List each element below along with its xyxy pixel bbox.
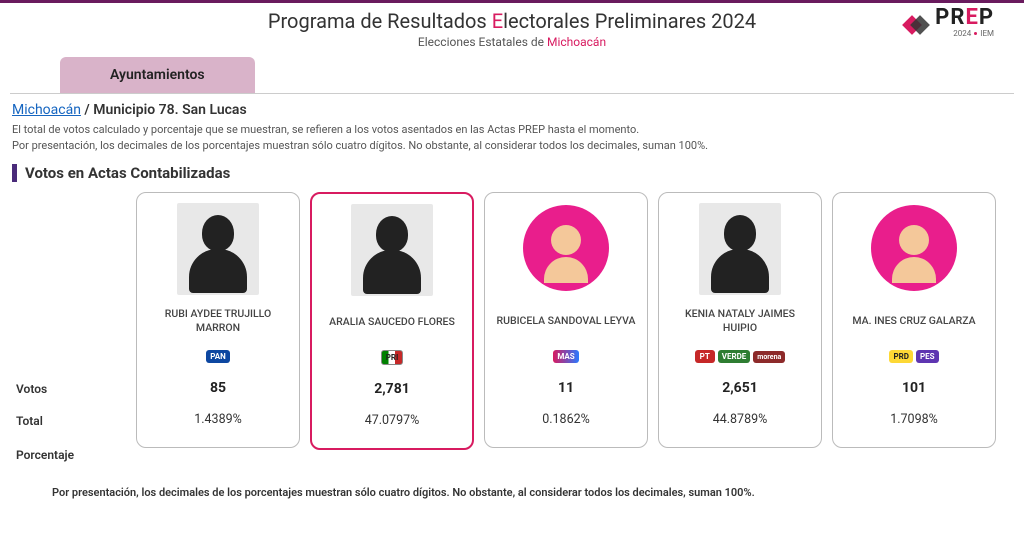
prep-diamond-icon: [905, 14, 927, 36]
subtitle-pre: Elecciones Estatales de: [418, 35, 547, 49]
party-row: MAS: [553, 343, 578, 371]
person-silhouette-icon: [705, 211, 775, 295]
party-row: PTVERDEmorena: [695, 343, 786, 371]
logo-year: 2024: [953, 29, 971, 38]
candidate-name: KENIA NATALY JAIMES HUIPIO: [665, 301, 815, 341]
dot-icon: [974, 32, 977, 35]
prep-logo-sub: 2024 IEM: [953, 29, 994, 38]
breadcrumb-current: Municipio 78. San Lucas: [93, 102, 246, 118]
results-grid: Votos Total Porcentaje RUBI AYDEE TRUJIL…: [16, 192, 1004, 472]
candidate-card: RUBICELA SANDOVAL LEYVA MAS 110.1862%: [484, 192, 648, 448]
candidate-card: KENIA NATALY JAIMES HUIPIOPTVERDEmorena2…: [658, 192, 822, 448]
logo-org: IEM: [980, 29, 994, 38]
party-badge: PAN: [206, 350, 230, 363]
candidate-card: MA. INES CRUZ GALARZA PRD PES 1011.7098%: [832, 192, 996, 448]
party-badge: PRI: [381, 350, 404, 365]
candidate-name: ARALIA SAUCEDO FLORES: [327, 302, 457, 342]
page-subtitle: Elecciones Estatales de Michoacán: [30, 35, 994, 49]
content: Michoacán / Municipio 78. San Lucas El t…: [0, 94, 1024, 499]
note-text: El total de votos calculado y porcentaje…: [12, 122, 1004, 154]
footer-note: Por presentación, los decimales de los p…: [12, 472, 1004, 499]
header-center: Programa de Resultados Electorales Preli…: [30, 9, 994, 49]
candidate-card: ARALIA SAUCEDO FLORES PRI 2,78147.0797%: [310, 192, 474, 450]
person-silhouette-icon: [183, 211, 253, 295]
candidate-pct: 1.4389%: [194, 405, 242, 435]
candidate-total: 2,651: [722, 371, 758, 405]
candidate-total: 85: [210, 371, 226, 405]
breadcrumb: Michoacán / Municipio 78. San Lucas: [12, 102, 1004, 118]
prep-logo-text: PREP: [935, 7, 994, 29]
party-badge: PT: [695, 350, 715, 363]
page-title: Programa de Resultados Electorales Preli…: [30, 9, 994, 33]
title-e: E: [492, 9, 503, 33]
row-labels: Votos Total Porcentaje: [16, 192, 126, 472]
candidate-total: 101: [902, 371, 926, 405]
label-total: Total: [16, 404, 126, 438]
candidate-photo: [177, 203, 259, 295]
tab-ayuntamientos[interactable]: Ayuntamientos: [60, 57, 255, 93]
title-pre: Programa de Resultados: [268, 9, 492, 33]
logo-e: E: [965, 5, 978, 30]
candidate-total: 2,781: [374, 372, 410, 406]
candidate-name: MA. INES CRUZ GALARZA: [850, 301, 977, 341]
party-badge: MAS: [553, 350, 578, 363]
candidate-pct: 0.1862%: [542, 405, 590, 435]
candidate-card: RUBI AYDEE TRUJILLO MARRON PAN 851.4389%: [136, 192, 300, 448]
logo-post: P: [979, 5, 994, 30]
section-title: Votos en Actas Contabilizadas: [25, 164, 230, 182]
title-post: lectorales Preliminares 2024: [503, 9, 756, 33]
candidate-photo: [699, 203, 781, 295]
tab-row: Ayuntamientos: [0, 51, 1024, 93]
section-bar-icon: [12, 164, 17, 182]
candidate-pct: 47.0797%: [365, 406, 420, 436]
candidate-avatar-placeholder: [523, 205, 609, 291]
subtitle-state: Michoacán: [547, 35, 606, 49]
party-badge: PES: [916, 350, 939, 363]
party-row: PRD PES: [889, 343, 938, 371]
section-head: Votos en Actas Contabilizadas: [12, 164, 1004, 182]
prep-logo: PREP 2024 IEM: [935, 7, 994, 38]
party-row: PRI: [381, 344, 404, 372]
candidate-pct: 44.8789%: [713, 405, 768, 435]
candidate-total: 11: [558, 371, 574, 405]
logo-pre: PR: [935, 5, 965, 30]
label-porcentaje: Porcentaje: [16, 438, 126, 472]
header: Programa de Resultados Electorales Preli…: [0, 3, 1024, 51]
party-row: PAN: [206, 343, 230, 371]
candidate-name: RUBICELA SANDOVAL LEYVA: [494, 301, 637, 341]
note-line1: El total de votos calculado y porcentaje…: [12, 122, 1004, 138]
party-badge: morena: [753, 351, 785, 363]
candidate-name: RUBI AYDEE TRUJILLO MARRON: [143, 301, 293, 341]
note-line2: Por presentación, los decimales de los p…: [12, 138, 1004, 154]
candidate-avatar-placeholder: [871, 205, 957, 291]
party-badge: PRD: [889, 350, 912, 363]
candidate-pct: 1.7098%: [890, 405, 938, 435]
candidate-photo: [351, 204, 433, 296]
party-badge: VERDE: [718, 350, 751, 363]
logo-area: PREP 2024 IEM: [905, 7, 994, 38]
label-votos: Votos: [16, 374, 126, 404]
breadcrumb-link[interactable]: Michoacán: [12, 102, 81, 118]
label-spacer: [16, 192, 126, 374]
breadcrumb-sep: /: [81, 102, 93, 118]
person-silhouette-icon: [357, 212, 427, 296]
